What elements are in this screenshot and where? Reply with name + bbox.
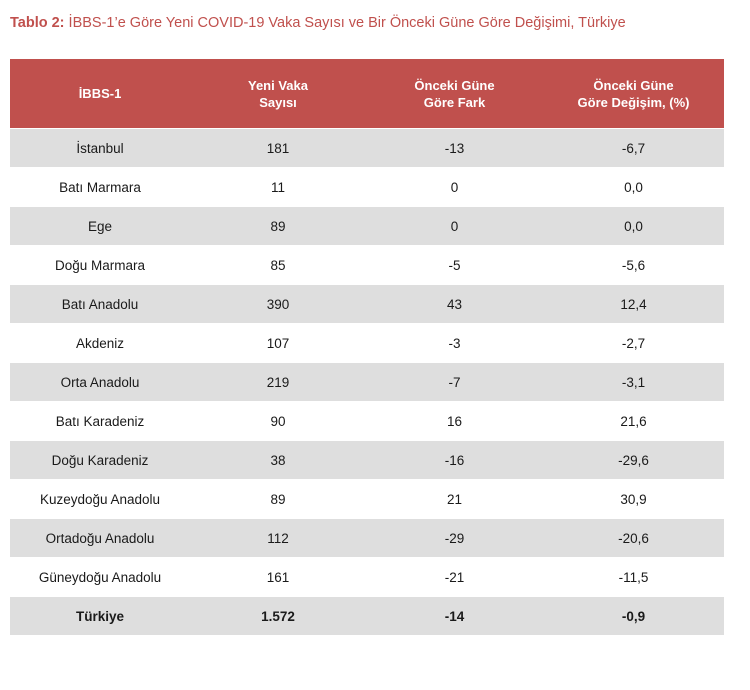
- table-row: Ortadoğu Anadolu 112 -29 -20,6: [10, 519, 724, 557]
- table-row: Kuzeydoğu Anadolu 89 21 30,9: [10, 480, 724, 518]
- new-cases-cell: 38: [270, 452, 286, 468]
- header-new-cases: Yeni Vaka Sayısı: [248, 77, 308, 110]
- table-total-row: Türkiye 1.572 -14 -0,9: [10, 597, 724, 635]
- change-pct-cell: 0,0: [624, 179, 643, 195]
- change-pct-cell: 21,6: [620, 413, 647, 429]
- change-pct-cell: -2,7: [621, 335, 646, 351]
- header-region: İBBS-1: [78, 86, 122, 101]
- new-cases-cell: 181: [266, 140, 290, 156]
- total-new-cases-cell: 1.572: [261, 608, 295, 624]
- new-cases-cell: 390: [266, 296, 290, 312]
- diff-cell: -7: [448, 374, 461, 390]
- total-change-pct-cell: -0,9: [621, 608, 646, 624]
- new-cases-cell: 161: [266, 569, 290, 585]
- new-cases-cell: 219: [266, 374, 290, 390]
- region-cell: Akdeniz: [75, 335, 125, 351]
- table-caption: Tablo 2: İBBS-1’e Göre Yeni COVID-19 Vak…: [10, 15, 626, 31]
- change-pct-cell: -3,1: [621, 374, 646, 390]
- diff-cell: 43: [446, 296, 463, 312]
- diff-cell: 0: [450, 218, 459, 234]
- new-cases-cell: 107: [266, 335, 290, 351]
- region-cell: Batı Marmara: [59, 179, 141, 195]
- table-row: Ege 89 0 0,0: [10, 207, 724, 245]
- region-cell: İstanbul: [76, 140, 124, 156]
- regional-cases-table: İBBS-1 Yeni Vaka Sayısı Önceki Güne Göre…: [10, 59, 724, 635]
- diff-cell: -29: [444, 530, 465, 546]
- change-pct-cell: -11,5: [618, 569, 649, 585]
- table-row: Batı Marmara 11 0 0,0: [10, 168, 724, 206]
- table-row: Doğu Marmara 85 -5 -5,6: [10, 246, 724, 284]
- new-cases-cell: 85: [270, 257, 286, 273]
- diff-cell: -21: [444, 569, 465, 585]
- diff-cell: -5: [448, 257, 461, 273]
- region-cell: Ortadoğu Anadolu: [45, 530, 155, 546]
- diff-cell: -3: [448, 335, 461, 351]
- diff-cell: -16: [444, 452, 465, 468]
- table-row: Batı Anadolu 390 43 12,4: [10, 285, 724, 323]
- diff-cell: 21: [446, 491, 463, 507]
- region-cell: Kuzeydoğu Anadolu: [39, 491, 161, 507]
- change-pct-cell: -5,6: [621, 257, 646, 273]
- table-row: Doğu Karadeniz 38 -16 -29,6: [10, 441, 724, 479]
- new-cases-cell: 90: [270, 413, 286, 429]
- change-pct-cell: 12,4: [620, 296, 647, 312]
- new-cases-cell: 89: [270, 491, 286, 507]
- change-pct-cell: 0,0: [624, 218, 643, 234]
- header-change-pct: Önceki Güne Göre Değişim, (%): [577, 77, 690, 110]
- diff-cell: -13: [444, 140, 465, 156]
- table-row: Orta Anadolu 219 -7 -3,1: [10, 363, 724, 401]
- region-cell: Batı Karadeniz: [55, 413, 145, 429]
- header-diff: Önceki Güne Göre Fark: [414, 77, 495, 110]
- region-cell: Doğu Marmara: [54, 257, 146, 273]
- region-cell: Orta Anadolu: [60, 374, 140, 390]
- total-region-cell: Türkiye: [75, 608, 125, 624]
- table-row: İstanbul 181 -13 -6,7: [10, 129, 724, 167]
- diff-cell: 16: [446, 413, 463, 429]
- new-cases-cell: 11: [270, 179, 285, 195]
- change-pct-cell: -6,7: [621, 140, 646, 156]
- new-cases-cell: 89: [270, 218, 286, 234]
- caption-label: Tablo 2:: [10, 15, 65, 31]
- change-pct-cell: -20,6: [618, 530, 649, 546]
- change-pct-cell: -29,6: [618, 452, 649, 468]
- new-cases-cell: 112: [267, 530, 289, 546]
- region-cell: Güneydoğu Anadolu: [38, 569, 162, 585]
- region-cell: Ege: [87, 218, 113, 234]
- total-diff-cell: -14: [444, 608, 465, 624]
- caption-text: İBBS-1’e Göre Yeni COVID-19 Vaka Sayısı …: [68, 15, 626, 31]
- table-row: Akdeniz 107 -3 -2,7: [10, 324, 724, 362]
- region-cell: Batı Anadolu: [61, 296, 139, 312]
- diff-cell: 0: [450, 179, 459, 195]
- table-header-row: İBBS-1 Yeni Vaka Sayısı Önceki Güne Göre…: [10, 59, 724, 128]
- table-row: Güneydoğu Anadolu 161 -21 -11,5: [10, 558, 724, 596]
- table-row: Batı Karadeniz 90 16 21,6: [10, 402, 724, 440]
- change-pct-cell: 30,9: [620, 491, 647, 507]
- region-cell: Doğu Karadeniz: [51, 452, 149, 468]
